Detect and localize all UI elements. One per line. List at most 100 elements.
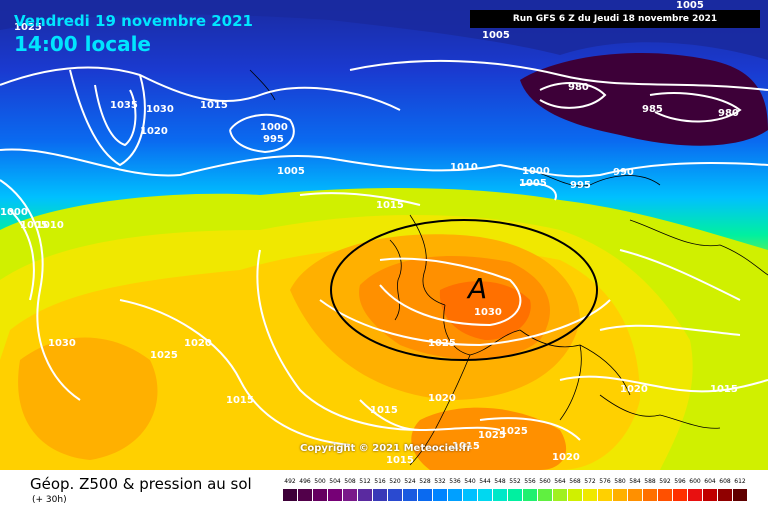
legend-label: 568 <box>569 478 581 485</box>
isobar-label: 1015 <box>226 395 254 406</box>
isobar-label: 1025 <box>500 426 528 437</box>
isobar-label: 1030 <box>474 307 502 318</box>
low-pressure-core <box>520 52 768 146</box>
legend-swatch <box>553 489 567 501</box>
isobar-label: 1010 <box>36 220 64 231</box>
legend-swatch <box>688 489 702 501</box>
legend-swatch <box>433 489 447 501</box>
legend-label: 564 <box>554 478 566 485</box>
isobar-label: 1015 <box>376 200 404 211</box>
legend-label: 492 <box>284 478 296 485</box>
isobar-label: 995 <box>263 134 284 145</box>
legend-label: 584 <box>629 478 641 485</box>
legend-swatch <box>418 489 432 501</box>
legend-swatch <box>538 489 552 501</box>
isobar-label: 1015 <box>452 441 480 452</box>
legend-swatch <box>283 489 297 501</box>
legend-label: 532 <box>434 478 446 485</box>
isobar-labels: 1025 1035 1030 1020 1015 1000 995 1005 1… <box>0 0 739 466</box>
high-pressure-ellipse <box>330 219 598 361</box>
isobar-label: 1020 <box>184 338 212 349</box>
copyright: Copyright © 2021 Meteociel.fr <box>300 443 472 454</box>
legend-label: 604 <box>704 478 716 485</box>
legend-label: 576 <box>599 478 611 485</box>
legend-swatch <box>598 489 612 501</box>
isobar-label: 1005 <box>676 0 704 11</box>
legend-label: 536 <box>449 478 461 485</box>
legend-swatch <box>328 489 342 501</box>
legend-swatch <box>463 489 477 501</box>
isobar-label: 1025 <box>14 22 42 33</box>
legend-label: 596 <box>674 478 686 485</box>
isobar-label: 1025 <box>428 338 456 349</box>
isobar-label: 1010 <box>450 162 478 173</box>
footer: Géop. Z500 & pression au sol (+ 30h) 492… <box>0 470 768 512</box>
isobar-label: 1015 <box>370 405 398 416</box>
legend-label: 528 <box>419 478 431 485</box>
legend-label: 592 <box>659 478 671 485</box>
field-band-588 <box>439 281 531 340</box>
isobar-label: 1015 <box>386 455 414 466</box>
isobar-label: 1020 <box>428 393 456 404</box>
legend-swatch <box>568 489 582 501</box>
isobar-label: 1025 <box>478 430 506 441</box>
isobar-label: 1025 <box>150 350 178 361</box>
legend-label: 508 <box>344 478 356 485</box>
legend-swatch <box>403 489 417 501</box>
legend-swatch <box>583 489 597 501</box>
isobar-label: 1005 <box>277 166 305 177</box>
isobar-label: 990 <box>613 167 634 178</box>
coastlines <box>249 69 768 466</box>
map-canvas: A 1025 1035 1030 1020 1015 1000 995 1005… <box>0 0 768 470</box>
legend-swatch <box>358 489 372 501</box>
legend-swatch <box>673 489 687 501</box>
field-warm-west <box>18 337 158 460</box>
isobar-label: 1000 <box>260 122 288 133</box>
legend-label: 556 <box>524 478 536 485</box>
legend-label: 500 <box>314 478 326 485</box>
legend-swatch <box>493 489 507 501</box>
legend-label: 496 <box>299 478 311 485</box>
legend-swatch <box>298 489 312 501</box>
legend-label: 512 <box>359 478 371 485</box>
isobar-label: 1015 <box>200 100 228 111</box>
legend-swatch <box>613 489 627 501</box>
weather-map: A 1025 1035 1030 1020 1015 1000 995 1005… <box>0 0 768 470</box>
isobar-label: 985 <box>642 104 663 115</box>
isobar-label: 980 <box>718 108 739 119</box>
isobar-label: 980 <box>568 82 589 93</box>
legend-swatch <box>643 489 657 501</box>
isobar-label: 1035 <box>110 100 138 111</box>
isobar-label: 1020 <box>140 126 168 137</box>
isobar-label: 1030 <box>146 104 174 115</box>
legend-label: 612 <box>734 478 746 485</box>
legend-swatch <box>388 489 402 501</box>
legend-swatch <box>478 489 492 501</box>
legend-swatch <box>508 489 522 501</box>
legend-swatch <box>373 489 387 501</box>
legend-label: 520 <box>389 478 401 485</box>
legend-swatch <box>628 489 642 501</box>
color-legend: 492 496 500 504 508 512 516 520 524 528 532 536 540 5… <box>283 470 751 510</box>
legend-label: 580 <box>614 478 626 485</box>
forecast-date: Vendredi 19 novembre 2021 <box>14 12 253 30</box>
legend-label: 548 <box>494 478 506 485</box>
isobar-label: 1020 <box>620 384 648 395</box>
legend-swatch <box>343 489 357 501</box>
legend-label: 540 <box>464 478 476 485</box>
legend-label: 588 <box>644 478 656 485</box>
isobar-label: 1005 <box>20 220 48 231</box>
legend-swatch <box>733 489 747 501</box>
isobar-label: 1015 <box>710 384 738 395</box>
legend-swatch <box>703 489 717 501</box>
isobars <box>0 59 768 446</box>
isobar-label: 995 <box>570 180 591 191</box>
legend-label: 572 <box>584 478 596 485</box>
legend-swatch <box>448 489 462 501</box>
isobar-label: 1000 <box>522 166 550 177</box>
isobar-label: 1005 <box>482 30 510 41</box>
legend-label: 524 <box>404 478 416 485</box>
forecast-time: 14:00 locale <box>14 32 151 56</box>
legend-label: 608 <box>719 478 731 485</box>
